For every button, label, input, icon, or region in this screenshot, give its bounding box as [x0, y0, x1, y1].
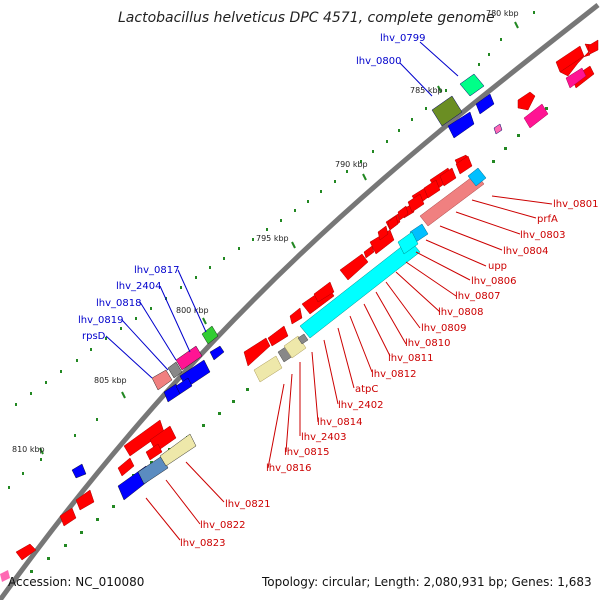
khaki-gene-1[interactable]	[253, 355, 283, 383]
gene-label-lhv-0800[interactable]: lhv_0800	[356, 56, 401, 67]
inner-forward-genes[interactable]	[377, 155, 473, 241]
gene-label-lhv-0822[interactable]: lhv_0822	[200, 520, 245, 531]
gene-label-prfa[interactable]: prfA	[537, 214, 558, 225]
cyan-gene-block[interactable]	[299, 239, 421, 339]
gene-label-lhv-0810[interactable]: lhv_0810	[405, 338, 450, 349]
gene-label-lhv-0806[interactable]: lhv_0806	[471, 276, 516, 287]
reverse-genes-785[interactable]	[431, 73, 503, 139]
gene-label-lhv-0815[interactable]: lhv_0815	[284, 447, 329, 458]
accession-text: Accession: NC_010080	[8, 575, 144, 589]
red-leader-lines	[145, 195, 553, 541]
topology-text: Topology: circular; Length: 2,080,931 bp…	[261, 575, 592, 589]
gene-label-lhv-0814[interactable]: lhv_0814	[317, 417, 362, 428]
gene-label-lhv-0818[interactable]: lhv_0818	[96, 298, 141, 309]
genome-backbone	[0, 3, 600, 600]
tick-label-780: 780 kbp	[486, 9, 519, 18]
light-blue-gene-small[interactable]	[467, 167, 487, 187]
gene-label-lhv-0823[interactable]: lhv_0823	[180, 538, 225, 549]
gene-label-lhv-0803[interactable]: lhv_0803	[520, 230, 565, 241]
tick-label-790: 790 kbp	[335, 160, 368, 169]
top-right-pink-genes[interactable]	[523, 67, 587, 129]
tick-label-805: 805 kbp	[94, 376, 127, 385]
tick-label-795: 795 kbp	[256, 234, 289, 243]
gene-label-lhv-0807[interactable]: lhv_0807	[455, 291, 500, 302]
gene-label-lhv-0809[interactable]: lhv_0809	[421, 323, 466, 334]
gene-label-lhv-0804[interactable]: lhv_0804	[503, 246, 548, 257]
tick-label-800: 800 kbp	[176, 306, 209, 315]
corner-pink-gene[interactable]	[0, 570, 10, 582]
left-cluster-genes[interactable]	[71, 325, 225, 501]
gene-label-lhv-0811[interactable]: lhv_0811	[388, 353, 433, 364]
gene-label-lhv-0821[interactable]: lhv_0821	[225, 499, 270, 510]
gene-label-lhv-0801[interactable]: lhv_0801	[553, 199, 598, 210]
major-ticks	[39, 21, 519, 455]
gene-label-lhv-0799[interactable]: lhv_0799	[380, 33, 425, 44]
small-grey-2[interactable]	[297, 333, 309, 345]
salmon-gene-block[interactable]	[419, 173, 485, 227]
gene-label-atpc[interactable]: atpC	[355, 384, 378, 395]
gene-label-lhv-0819[interactable]: lhv_0819	[78, 315, 123, 326]
gene-label-rpsd[interactable]: rpsD	[82, 331, 106, 342]
blue-leader-lines	[105, 41, 459, 379]
gene-label-lhv-0816[interactable]: lhv_0816	[266, 463, 311, 474]
gene-label-upp[interactable]: upp	[488, 261, 507, 272]
outer-tick-dots	[8, 11, 535, 489]
genome-title: Lactobacillus helveticus DPC 4571, compl…	[118, 10, 495, 26]
gene-label-lhv-2404[interactable]: lhv_2404	[116, 281, 161, 292]
cyan-gene-small[interactable]	[397, 231, 419, 255]
tick-label-810: 810 kbp	[12, 445, 45, 454]
lower-red-genes[interactable]	[145, 425, 177, 461]
gene-label-lhv-2402[interactable]: lhv_2402	[338, 400, 383, 411]
gene-label-lhv-2403[interactable]: lhv_2403	[301, 432, 346, 443]
gene-label-lhv-0808[interactable]: lhv_0808	[438, 307, 483, 318]
gene-label-lhv-0812[interactable]: lhv_0812	[371, 369, 416, 380]
gene-label-lhv-0817[interactable]: lhv_0817	[134, 265, 179, 276]
